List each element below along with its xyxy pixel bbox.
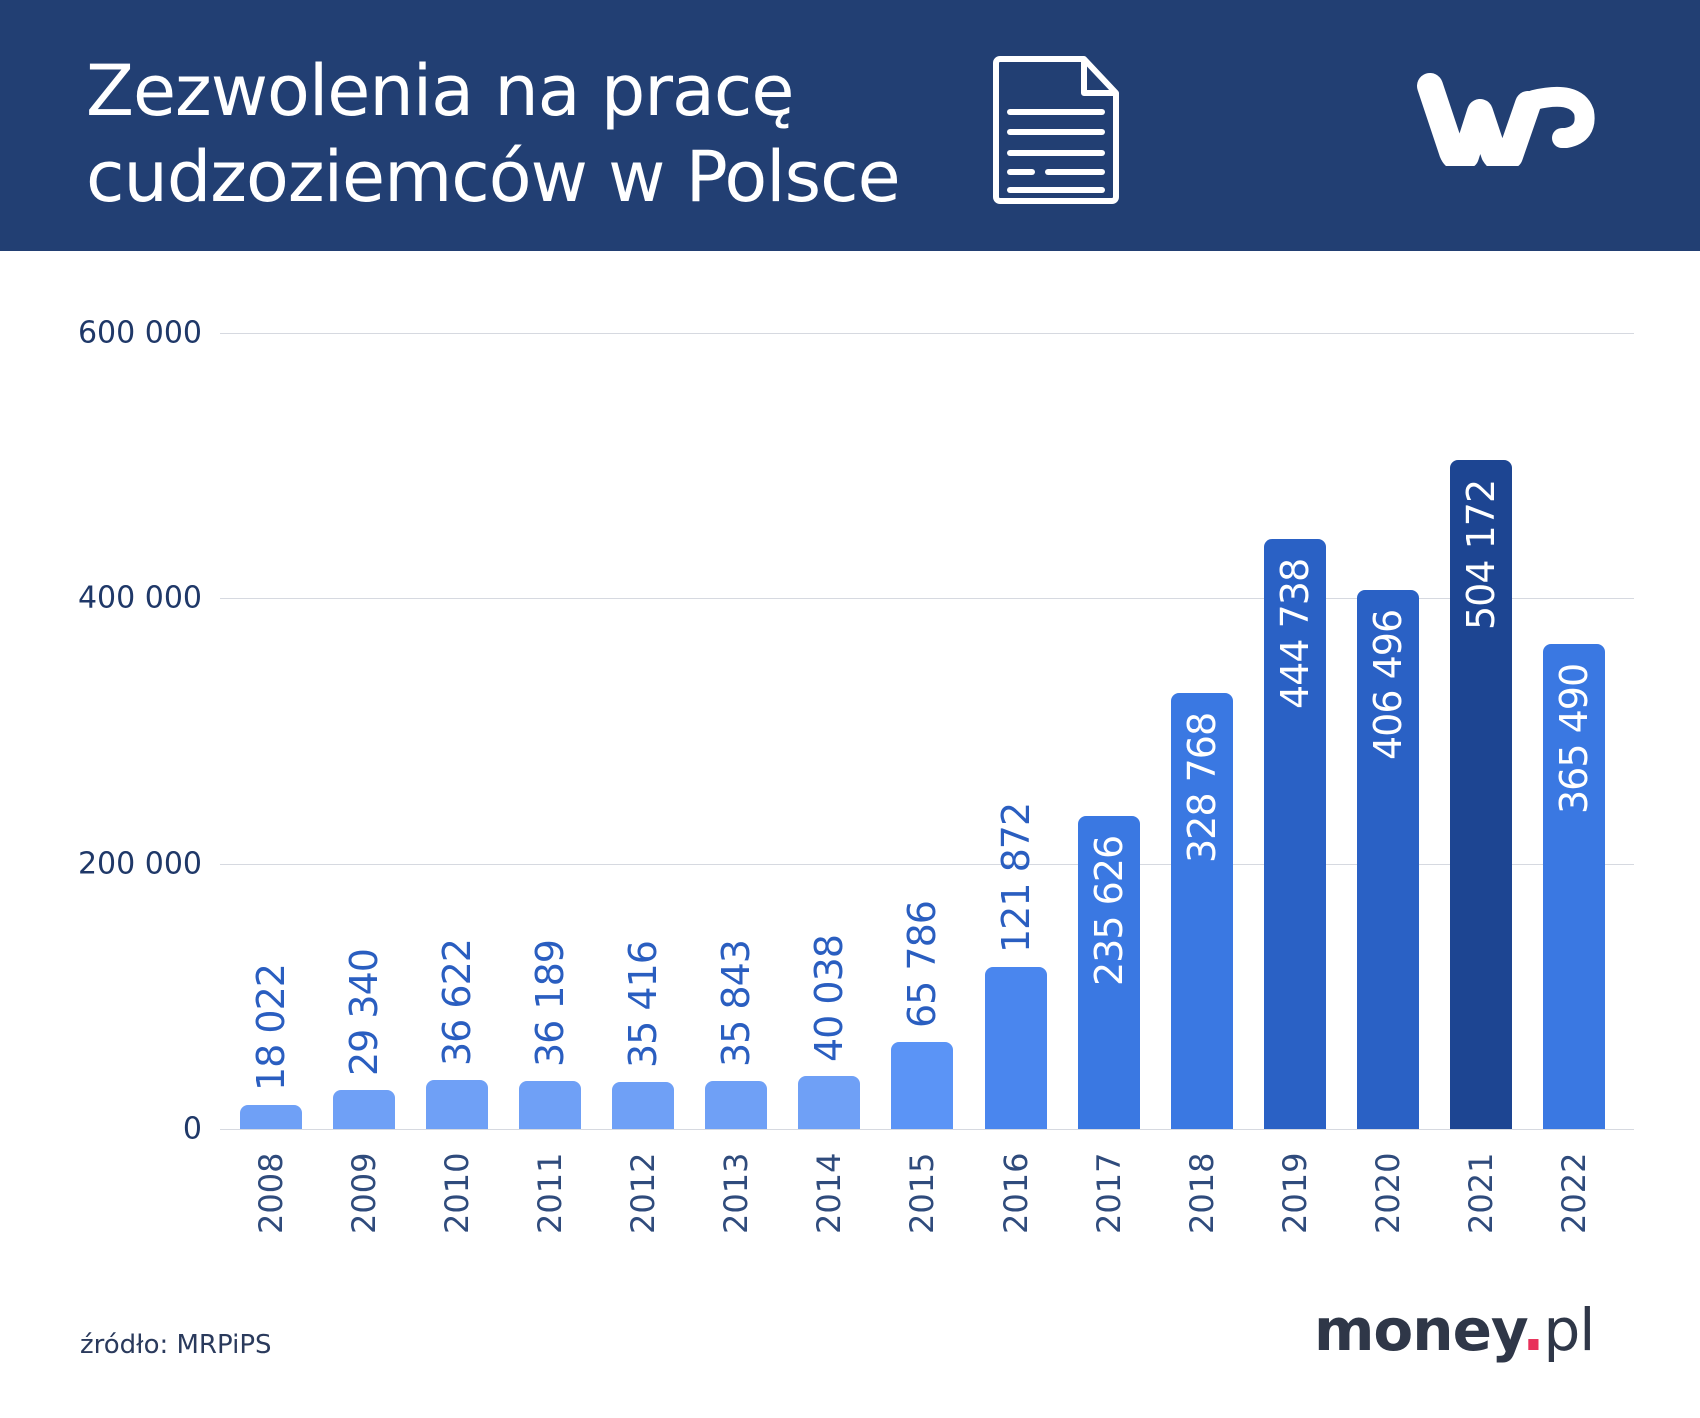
x-axis-year-label: 2022: [1554, 1152, 1593, 1234]
x-axis-year-label: 2019: [1275, 1152, 1314, 1234]
gridline: [220, 864, 1634, 865]
x-axis-year-label: 2021: [1461, 1152, 1500, 1234]
bar-2015: [891, 1041, 954, 1129]
bar-2010: [426, 1080, 489, 1129]
y-axis-tick-label: 600 000: [77, 315, 202, 351]
y-axis-tick-label: 200 000: [77, 846, 202, 882]
value-label: 40 038: [807, 934, 852, 1062]
x-axis-year-label: 2016: [996, 1152, 1035, 1234]
x-axis-year-label: 2011: [531, 1152, 570, 1234]
bar-2016: [984, 967, 1047, 1129]
value-label: 121 872: [993, 803, 1038, 954]
gridline: [220, 598, 1634, 599]
bar-2019: [1263, 538, 1326, 1129]
x-axis-year-label: 2008: [252, 1152, 290, 1234]
value-label: 36 622: [435, 939, 480, 1067]
bar-2022: [1542, 644, 1605, 1129]
value-label: 328 768: [1179, 712, 1224, 863]
page-title: Zezwolenia na pracę cudzoziemców w Polsc…: [86, 48, 901, 220]
x-axis-year-label: 2020: [1368, 1152, 1407, 1234]
gridline: [220, 1129, 1634, 1130]
value-label: 444 738: [1272, 558, 1317, 709]
value-label: 65 786: [900, 900, 945, 1028]
bar-2021: [1449, 460, 1512, 1129]
value-label: 504 172: [1458, 479, 1503, 631]
brand-dot: .: [1522, 1296, 1544, 1364]
bar-2017: [1077, 816, 1140, 1129]
x-axis-year-label: 2015: [903, 1152, 942, 1234]
x-axis-year-label: 2009: [345, 1152, 384, 1234]
y-axis-tick-label: 400 000: [77, 580, 202, 616]
value-label: 29 340: [342, 949, 387, 1077]
x-axis-year-label: 2018: [1182, 1152, 1221, 1234]
bar-2013: [705, 1081, 768, 1129]
x-axis-year-label: 2013: [717, 1152, 756, 1234]
wp-logo: [1417, 73, 1595, 166]
document-icon: [993, 56, 1119, 204]
x-axis-year-label: 2017: [1089, 1152, 1128, 1234]
x-axis-year-label: 2012: [624, 1152, 663, 1234]
value-label: 365 490: [1551, 663, 1596, 815]
bar-2012: [612, 1082, 675, 1129]
title-line-1: Zezwolenia na pracę: [86, 50, 794, 132]
x-axis-year-label: 2014: [810, 1152, 849, 1234]
x-axis-year-label: 2010: [438, 1152, 477, 1234]
value-label: 35 843: [714, 940, 759, 1068]
gridline: [220, 333, 1634, 334]
value-label: 235 626: [1086, 836, 1131, 987]
money-pl-logo: money.pl: [1314, 1296, 1595, 1364]
y-axis-tick-label: 0: [182, 1111, 202, 1147]
bar-2018: [1170, 692, 1233, 1129]
value-label: 406 496: [1365, 609, 1410, 760]
bar-2009: [333, 1090, 396, 1129]
value-label: 36 189: [528, 940, 573, 1067]
bar-2014: [798, 1075, 861, 1129]
source-note: źródło: MRPiPS: [80, 1330, 272, 1360]
bar-2020: [1356, 589, 1419, 1129]
bar-2008: [240, 1105, 302, 1129]
title-line-2: cudzoziemców w Polsce: [86, 136, 901, 218]
value-label: 18 022: [249, 964, 293, 1092]
value-label: 35 416: [621, 941, 666, 1068]
header-banner: Zezwolenia na pracę cudzoziemców w Polsc…: [0, 0, 1700, 251]
bar-2011: [519, 1080, 582, 1129]
